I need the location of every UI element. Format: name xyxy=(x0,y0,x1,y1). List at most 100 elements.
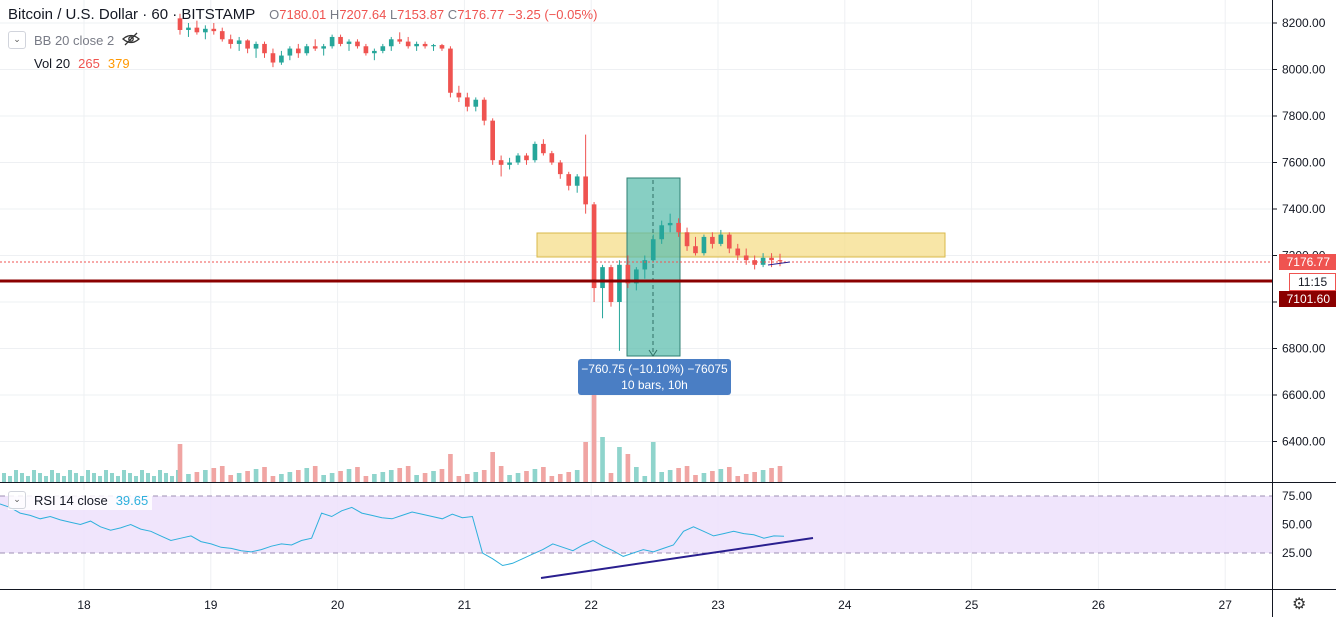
candle-body xyxy=(498,160,504,165)
candle-body xyxy=(642,260,648,270)
volume-bar xyxy=(481,470,487,482)
candle-body xyxy=(659,225,665,240)
candle-body xyxy=(481,99,487,121)
collapse-chevron-icon[interactable]: ⌄ xyxy=(8,31,26,49)
price-tick-label: 6800.00 xyxy=(1282,342,1326,356)
volume-label[interactable]: Vol 20 xyxy=(34,56,71,71)
volume-bar xyxy=(777,466,783,482)
candle-body xyxy=(752,260,757,265)
price-tick-label: 8200.00 xyxy=(1282,16,1326,30)
candle-body xyxy=(355,41,360,47)
candle-body xyxy=(667,222,673,226)
measure-tooltip: −760.75 (−10.10%) −76075 10 bars, 10h xyxy=(578,359,731,395)
candle-body xyxy=(600,267,605,289)
volume-indicator-row: Vol 20 265 379 xyxy=(34,56,130,71)
candle-body xyxy=(287,48,293,56)
symbol-title[interactable]: Bitcoin / U.S. Dollar · 60 · BITSTAMP xyxy=(8,6,256,23)
volume-bar xyxy=(659,472,665,482)
volume-bar xyxy=(122,470,126,482)
candle-body xyxy=(625,264,631,284)
candle-body xyxy=(693,246,698,254)
volume-bar xyxy=(566,472,572,482)
volume-bar xyxy=(718,469,724,482)
volume-bar xyxy=(152,476,156,482)
candle-body xyxy=(684,232,690,247)
volume-bar xyxy=(541,467,546,482)
candle-body xyxy=(777,260,783,262)
volume-bar xyxy=(769,468,774,482)
time-tick-label: 25 xyxy=(965,598,979,612)
countdown-label: 11:15 xyxy=(1289,273,1336,291)
time-tick-label: 18 xyxy=(77,598,91,612)
rsi-value: 39.65 xyxy=(115,492,149,508)
volume-bar xyxy=(532,469,538,482)
candles xyxy=(177,13,783,351)
time-tick-label: 23 xyxy=(711,598,725,612)
low-label: L xyxy=(389,7,398,22)
volume-bar xyxy=(279,474,284,482)
resistance-zone[interactable] xyxy=(536,232,946,258)
volume-bar xyxy=(98,476,102,482)
volume-bar xyxy=(312,466,318,482)
volume-bar xyxy=(498,466,504,482)
volume-bar xyxy=(245,471,250,482)
volume-bar xyxy=(338,471,343,482)
volume-bar xyxy=(693,475,698,482)
volume-bar xyxy=(146,473,150,482)
candle-body xyxy=(329,36,335,47)
rsi-tick-label: 25.00 xyxy=(1282,546,1312,560)
candle-body xyxy=(557,162,563,175)
volume-bar xyxy=(228,475,234,482)
candle-body xyxy=(718,234,724,244)
rsi-trendline[interactable] xyxy=(540,537,814,579)
time-axis[interactable]: 18 19 20 21 22 23 24 25 26 27 xyxy=(77,598,1232,612)
candle-body xyxy=(177,18,183,30)
candle-body xyxy=(735,248,741,256)
candle-body xyxy=(726,234,732,249)
close-label: C xyxy=(447,7,458,22)
volume-bar xyxy=(431,471,436,482)
candle-body xyxy=(507,162,512,165)
rsi-label[interactable]: RSI 14 close xyxy=(34,492,108,508)
open-value: 7180.01 xyxy=(279,7,327,22)
hidden-eye-icon[interactable] xyxy=(122,32,141,49)
volume-bar xyxy=(617,447,622,482)
settings-gear-icon[interactable]: ⚙ xyxy=(1292,596,1307,613)
volume-bar xyxy=(38,473,42,482)
candle-body xyxy=(549,153,555,163)
volume-bar xyxy=(86,470,90,482)
volume-bar xyxy=(62,476,66,482)
candle-body xyxy=(372,50,377,54)
measure-arrow-head xyxy=(648,349,658,357)
candle-body xyxy=(634,269,639,284)
price-tick-label: 6400.00 xyxy=(1282,435,1326,449)
candle-body xyxy=(397,39,403,42)
candle-body xyxy=(515,155,521,163)
volume-bar xyxy=(439,469,445,482)
volume-bar xyxy=(743,474,749,482)
bb-indicator-label[interactable]: BB 20 close 2 xyxy=(34,32,115,48)
collapse-chevron-icon[interactable]: ⌄ xyxy=(8,491,26,509)
volume-bar xyxy=(625,454,631,482)
volume-bar xyxy=(295,470,301,482)
candle-body xyxy=(262,43,267,54)
change-value: −3.25 (−0.05%) xyxy=(507,7,598,22)
volume-bar xyxy=(20,473,24,482)
volume-bar xyxy=(388,470,394,482)
candle-body xyxy=(312,46,318,49)
volume-bar xyxy=(219,466,225,482)
volume-bar xyxy=(608,473,614,482)
volume-bar xyxy=(56,473,60,482)
volume-bar xyxy=(253,469,259,482)
volume-bar xyxy=(321,475,326,482)
candle-body xyxy=(346,41,352,44)
volume-bar xyxy=(405,466,411,482)
candle-body xyxy=(219,31,225,40)
price-tick-label: 8000.00 xyxy=(1282,63,1326,77)
price-axis[interactable]: 6400.006600.006800.007000.007200.007400.… xyxy=(1272,16,1326,449)
volume-bar xyxy=(44,476,48,482)
volume-bar xyxy=(634,467,639,482)
candle-body xyxy=(524,155,529,161)
candle-body xyxy=(388,39,394,47)
